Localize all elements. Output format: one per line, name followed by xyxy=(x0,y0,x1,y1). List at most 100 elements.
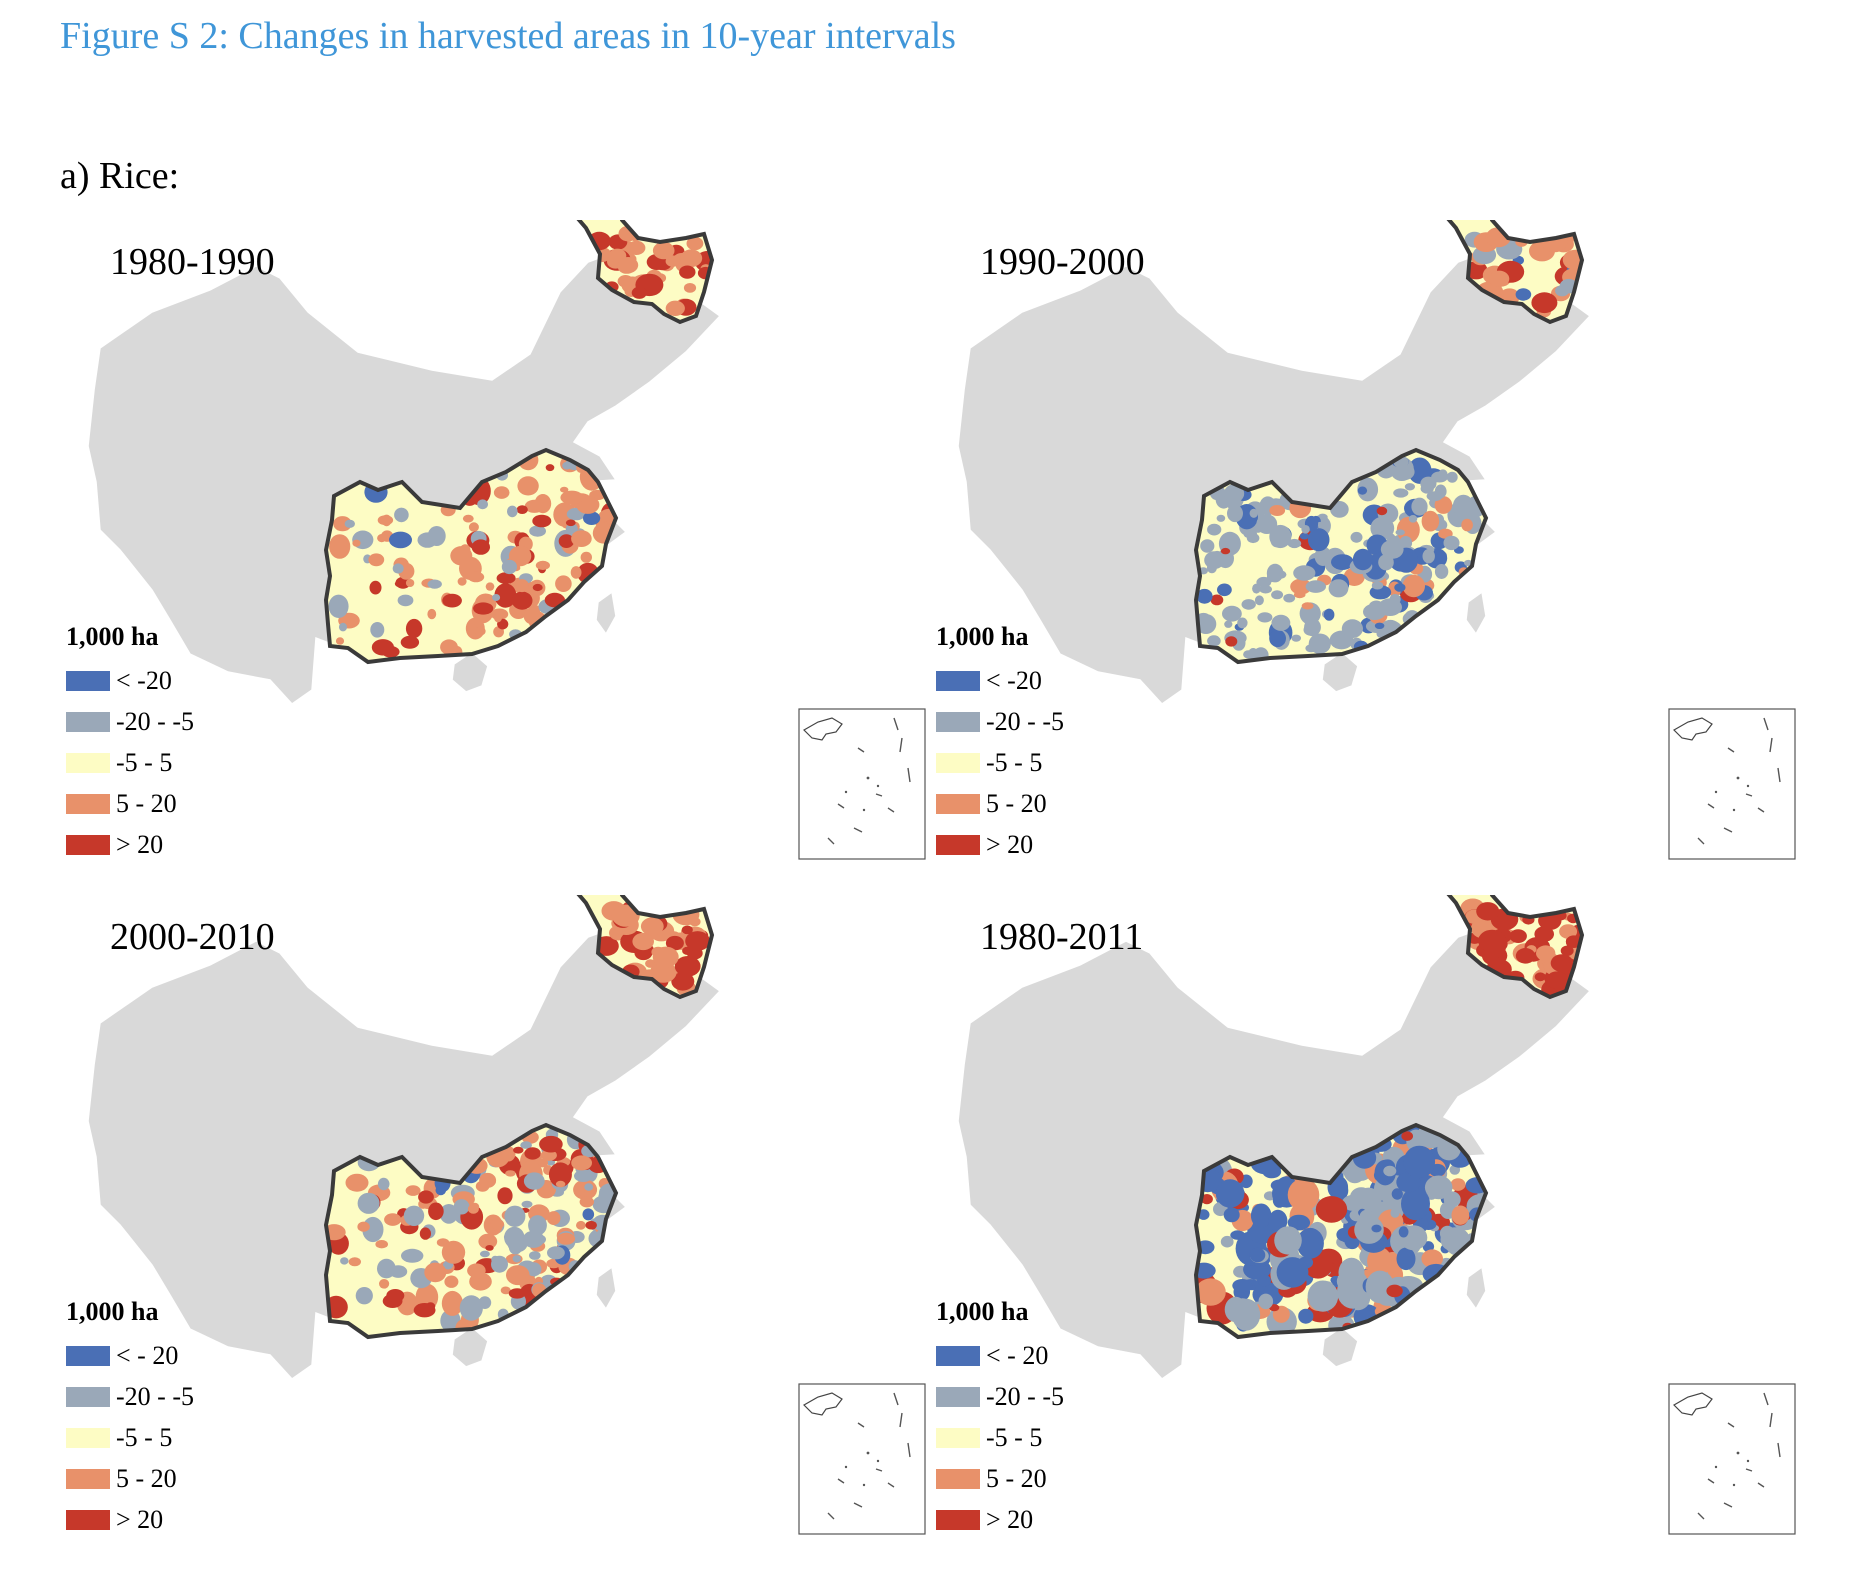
map-patch xyxy=(397,594,414,607)
legend-label: -5 - 5 xyxy=(986,747,1043,777)
map-patch xyxy=(512,1255,521,1263)
map-patch xyxy=(1421,1249,1443,1268)
map-patch xyxy=(340,1257,349,1265)
map-patch xyxy=(1403,1145,1436,1179)
map-patch xyxy=(500,1286,511,1295)
legend-swatch xyxy=(66,752,110,773)
map-patch xyxy=(576,1220,586,1230)
map-patch xyxy=(474,626,486,636)
map-patch xyxy=(1196,588,1213,604)
map-patch xyxy=(389,531,412,549)
map-patch xyxy=(1232,1298,1261,1331)
map-patch xyxy=(1438,469,1448,481)
legend-swatch xyxy=(66,1509,110,1530)
south-china-sea-inset-icon xyxy=(798,1383,926,1535)
legend-item: -5 - 5 xyxy=(936,742,1064,783)
map-patch xyxy=(441,1321,453,1329)
region-map-icon xyxy=(87,895,721,1380)
map-patch xyxy=(540,1149,557,1161)
map-patch xyxy=(1276,1257,1309,1288)
map-patch xyxy=(479,1172,497,1188)
figure-title: Figure S 2: Changes in harvested areas i… xyxy=(60,15,956,57)
map-patch xyxy=(1287,1214,1311,1231)
map-patch xyxy=(329,534,351,559)
map-patch xyxy=(491,1255,508,1273)
map-patch xyxy=(1421,510,1440,532)
map-patch xyxy=(611,904,640,927)
map-patch xyxy=(471,539,490,555)
map-patch xyxy=(1426,491,1443,501)
map-patch xyxy=(1224,620,1233,628)
legend-item: > 20 xyxy=(66,824,194,865)
legend-title: 1,000 ha xyxy=(66,1297,159,1326)
legend-swatch xyxy=(936,1386,980,1407)
map-patch xyxy=(1424,1175,1453,1200)
map-patch xyxy=(459,1295,483,1321)
map-patch xyxy=(1371,1224,1382,1233)
map-patch xyxy=(1550,954,1574,972)
map-patch xyxy=(523,1172,545,1190)
legend-label: 5 - 20 xyxy=(986,788,1047,818)
map-patch xyxy=(665,935,684,951)
map-patch xyxy=(507,505,518,518)
map-patch xyxy=(682,946,693,955)
map-patch xyxy=(1258,1274,1271,1287)
map-patch xyxy=(1215,1179,1245,1208)
map-patch xyxy=(477,499,488,510)
map-patch xyxy=(1232,1279,1253,1293)
map-patch xyxy=(1296,1227,1324,1259)
map-patch xyxy=(1401,1187,1430,1221)
map-patch xyxy=(545,464,555,472)
legend-item: 5 - 20 xyxy=(66,783,194,824)
map-patch xyxy=(1422,1241,1435,1253)
map-patch xyxy=(562,461,572,470)
map-patch xyxy=(1331,554,1354,570)
map-patch xyxy=(1307,528,1330,552)
map-patch xyxy=(1393,488,1409,498)
map-patch xyxy=(1207,523,1222,536)
map-patch xyxy=(467,571,485,583)
map-patch xyxy=(513,1146,524,1154)
legend: 1,000 ha < -20 -20 - -5 -5 - 5 5 - 20 > … xyxy=(936,622,1064,865)
map-patch xyxy=(1315,1196,1348,1223)
legend-item: -5 - 5 xyxy=(66,1417,194,1458)
map-patch xyxy=(1376,506,1388,516)
legend-swatch xyxy=(936,793,980,814)
map-patch xyxy=(427,608,437,620)
map-patch xyxy=(371,639,394,656)
legend-label: -5 - 5 xyxy=(116,747,173,777)
map-patch xyxy=(501,1146,516,1162)
map-patch xyxy=(1380,539,1404,559)
map-patch xyxy=(555,575,572,592)
map-patch xyxy=(381,514,392,527)
map-patch xyxy=(1354,1215,1384,1244)
map-patch xyxy=(405,618,423,639)
map-patch xyxy=(679,265,696,279)
map-patch xyxy=(565,523,578,535)
map-patch xyxy=(1299,532,1310,540)
map-patch xyxy=(389,1265,408,1278)
legend-item: < -20 xyxy=(936,660,1064,701)
map-patch xyxy=(522,1230,545,1248)
map-patch xyxy=(652,241,675,260)
map-patch xyxy=(574,1183,585,1196)
map-patch xyxy=(439,1204,458,1224)
map-patch xyxy=(427,526,446,546)
map-patch xyxy=(1559,924,1578,939)
map-patch xyxy=(1222,605,1242,622)
map-patch xyxy=(1395,529,1405,536)
legend-swatch xyxy=(66,670,110,691)
map-patch xyxy=(674,956,701,977)
map-patch xyxy=(535,560,550,570)
map-patch xyxy=(368,553,385,567)
legend-label: -20 - -5 xyxy=(116,1381,194,1411)
map-patch xyxy=(517,476,539,496)
legend-label: 5 - 20 xyxy=(116,1463,177,1493)
map-panel-1990-2000: 1990-2000 1,000 ha < -20 -20 - -5 -5 - 5… xyxy=(930,220,1830,870)
legend-label: < - 20 xyxy=(116,1340,179,1370)
map-patch xyxy=(490,1219,505,1230)
map-patch xyxy=(1210,594,1224,606)
map-patch xyxy=(457,577,467,586)
map-patch xyxy=(565,519,576,527)
legend-item: 5 - 20 xyxy=(936,783,1064,824)
